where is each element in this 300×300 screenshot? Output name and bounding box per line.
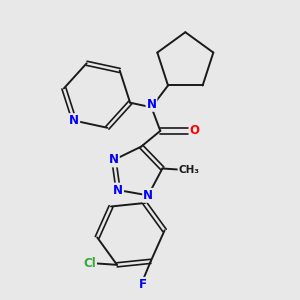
Text: N: N bbox=[143, 189, 153, 202]
Text: N: N bbox=[113, 184, 123, 196]
Text: Cl: Cl bbox=[83, 257, 96, 270]
Text: N: N bbox=[109, 153, 119, 167]
Text: N: N bbox=[69, 114, 79, 127]
Text: F: F bbox=[140, 278, 147, 291]
Text: O: O bbox=[190, 124, 200, 137]
Text: CH₃: CH₃ bbox=[178, 165, 200, 175]
Text: N: N bbox=[146, 98, 157, 111]
